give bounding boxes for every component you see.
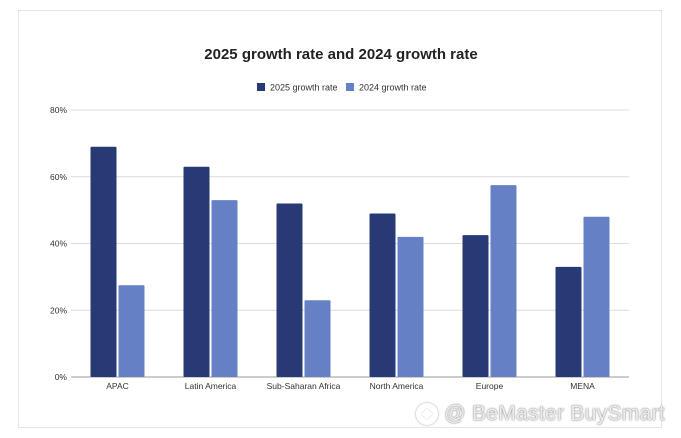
legend-label: 2024 growth rate xyxy=(359,83,427,93)
y-axis-labels: 0% 20% 40% 60% 80% xyxy=(50,105,67,382)
watermark: @ BeMaster BuySmart xyxy=(416,402,665,426)
bars xyxy=(90,146,610,377)
y-tick-label: 60% xyxy=(50,172,67,182)
chart-frame: 2025 growth rate and 2024 growth rate 20… xyxy=(18,10,662,428)
bar-2025-apac xyxy=(90,146,117,377)
legend-label: 2025 growth rate xyxy=(270,83,338,93)
bar-2025-latin-america xyxy=(183,166,210,377)
chart-title: 2025 growth rate and 2024 growth rate xyxy=(204,46,477,63)
bar-2024-sub-saharan-africa xyxy=(304,300,331,377)
y-tick-label: 0% xyxy=(55,372,68,382)
x-tick-label: Europe xyxy=(476,381,504,391)
bar-chart: 2025 growth rate and 2024 growth rate 20… xyxy=(50,46,629,391)
bar-2024-north-america xyxy=(397,236,424,377)
bar-2025-sub-saharan-africa xyxy=(276,203,303,377)
bar-2024-europe xyxy=(490,185,517,377)
x-axis-labels: APAC Latin America Sub-Saharan Africa North… xyxy=(106,381,595,391)
legend-swatch xyxy=(257,83,265,91)
bar-2025-europe xyxy=(462,235,489,377)
legend-swatch xyxy=(346,83,354,91)
y-tick-label: 40% xyxy=(50,239,67,249)
y-tick-label: 80% xyxy=(50,105,67,115)
bar-2024-latin-america xyxy=(211,200,238,377)
x-tick-label: MENA xyxy=(570,381,595,391)
gridlines xyxy=(71,109,629,378)
bar-2025-north-america xyxy=(369,213,396,377)
legend: 2025 growth rate 2024 growth rate xyxy=(257,83,427,93)
bar-2025-mena xyxy=(555,266,582,377)
bemaster-logo-icon xyxy=(416,403,439,425)
x-tick-label: APAC xyxy=(106,381,129,391)
watermark-text: @ BeMaster BuySmart xyxy=(444,402,665,425)
x-tick-label: Sub-Saharan Africa xyxy=(267,381,341,391)
x-tick-label: Latin America xyxy=(185,381,237,391)
bar-2024-mena xyxy=(583,216,610,377)
bar-2024-apac xyxy=(118,285,145,377)
y-tick-label: 20% xyxy=(50,305,67,315)
x-tick-label: North America xyxy=(370,381,424,391)
